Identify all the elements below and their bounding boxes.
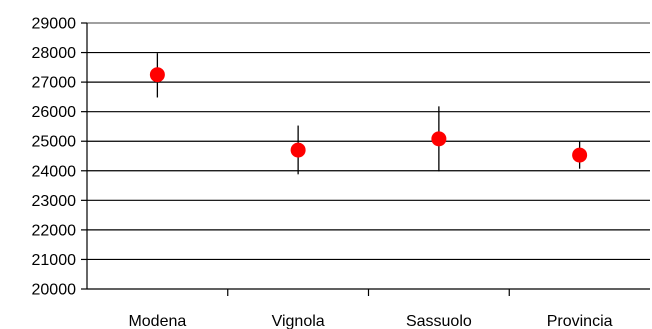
y-tick-label: 20000 [32, 282, 77, 299]
x-category-label: Vignola [272, 313, 325, 329]
x-category-label: Modena [128, 313, 186, 329]
y-tick-label: 23000 [32, 193, 77, 210]
y-axis-tick-labels: 20000 21000 22000 23000 24000 25000 26000 27000… [32, 16, 77, 299]
y-tick-label: 29000 [32, 16, 77, 33]
data-point [290, 142, 306, 158]
y-tick-label: 25000 [32, 134, 77, 151]
y-tick-label: 22000 [32, 222, 77, 239]
y-tick-label: 27000 [32, 75, 77, 92]
gridlines [87, 22, 650, 261]
x-category-label: Sassuolo [406, 313, 472, 329]
error-bars [156, 53, 581, 175]
axes [81, 22, 650, 296]
x-category-label: Provincia [547, 313, 613, 329]
y-tick-label: 24000 [32, 163, 77, 180]
y-tick-label: 28000 [32, 45, 77, 62]
data-point [572, 147, 588, 163]
y-tick-label: 26000 [32, 104, 77, 121]
y-tick-label: 21000 [32, 252, 77, 269]
x-axis-category-labels: Modena Vignola Sassuolo Provincia [128, 313, 612, 329]
data-point [431, 131, 447, 147]
data-points [149, 67, 588, 163]
data-point [149, 67, 165, 83]
